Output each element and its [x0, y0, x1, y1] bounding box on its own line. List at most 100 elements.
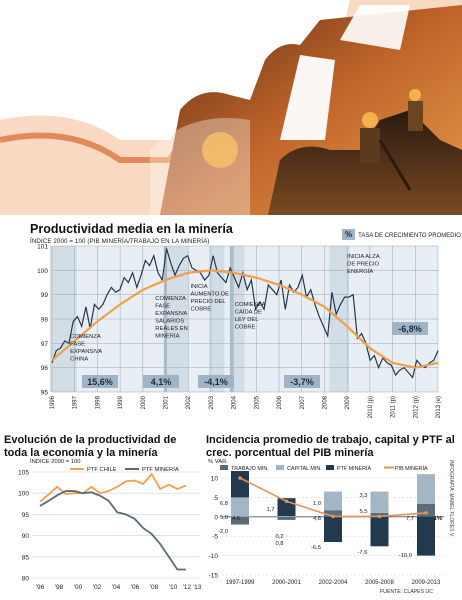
annotation-text: FASE	[155, 304, 170, 310]
bar-value-label: 0,8	[275, 541, 283, 547]
annotation-text: EXPANSIVA	[155, 311, 187, 317]
pib-mineria-point	[284, 499, 289, 504]
y-tick-label: -15	[209, 573, 219, 580]
x-tick-label: 2003	[209, 395, 215, 409]
growth-badge	[82, 375, 118, 388]
growth-rate-label: -3,7%	[290, 377, 314, 387]
y-tick-label: 95	[41, 390, 49, 397]
annotation-text: COBRE	[191, 307, 212, 313]
x-tick-label: 2005	[254, 395, 260, 409]
growth-rate-label: 15,6%	[87, 377, 113, 387]
x-tick-label: 2009	[345, 395, 351, 409]
y-tick-label: 100	[18, 491, 29, 498]
annotation-text: DE PRECIO	[347, 262, 379, 268]
annotation-text: COMIENZA	[235, 302, 266, 308]
left-chart-subtitle: ÍNDICE 2000 = 100	[30, 459, 81, 465]
annotation-text: REALES EN	[155, 326, 188, 332]
x-tick-label: '98	[55, 584, 64, 591]
x-tick-label: 2007	[300, 395, 306, 409]
bar-value-label: -7,6	[358, 550, 368, 556]
x-tick-label: 2008	[322, 395, 328, 409]
bar-value-label: -2,0	[218, 529, 228, 535]
growth-badge	[392, 322, 428, 335]
legend-percent-symbol: %	[342, 229, 356, 240]
stacked-bar-segment	[277, 516, 296, 520]
y-tick-label: 95	[22, 512, 30, 519]
stacked-bar-segment	[231, 516, 249, 525]
bar-value-label: 0,2	[275, 534, 283, 540]
stacked-bar-segment	[277, 516, 296, 517]
y-tick-label: 97	[41, 341, 49, 348]
y-tick-label: 98	[41, 317, 49, 324]
stacked-bar-segment	[231, 497, 249, 517]
x-tick-label: '00	[74, 584, 83, 591]
legend-swatch	[326, 465, 334, 470]
x-tick-label: 2002-2004	[319, 580, 348, 586]
y-tick-label: 80	[22, 576, 30, 583]
legend-swatch	[220, 465, 228, 470]
stacked-bar-segment	[370, 516, 389, 547]
annotation-text: PRECIO DEL	[191, 299, 227, 305]
main-productivity-chart: 95 96 97 98 99 100 101 1996 1997 1998 1999 2000 2001…	[37, 244, 442, 419]
annotation-text: MINERÍA	[155, 333, 179, 340]
legend-label: TRABAJO MIN.	[231, 466, 269, 472]
stacked-bar-segment	[324, 510, 342, 517]
annotation-text: COMIENZA	[155, 296, 186, 302]
main-chart-title: Productividad media en la minería	[30, 222, 233, 236]
x-tick-label: 1999	[118, 395, 124, 409]
right-chart-title: Incidencia promedio de trabajo, capital …	[206, 434, 455, 459]
y-tick-label: -10	[209, 553, 219, 560]
stacked-bar-segment	[417, 474, 435, 504]
stacked-bar-segment	[231, 471, 249, 498]
annotation-text: INICIA ALZA	[347, 254, 380, 260]
growth-rate-label: -4,1%	[204, 377, 228, 387]
x-tick-label: 1996	[50, 395, 56, 409]
y-tick-label: 100	[37, 268, 48, 275]
legend-swatch	[276, 465, 284, 470]
trend-line	[51, 269, 439, 369]
x-tick-label: 2011 (p)	[391, 396, 397, 418]
bar-value-label: 7,7	[406, 516, 414, 522]
bar-value-label: 3,3	[359, 493, 367, 499]
bar-value-label: 1,0	[313, 501, 321, 507]
y-tick-label: 0	[214, 514, 218, 521]
stacked-bar-segment	[370, 491, 389, 513]
credit-note: INFOGRAFÍA: MABEL FLORES V.	[448, 460, 454, 538]
left-chart-title: Evolución de la productividad de toda la…	[4, 434, 177, 459]
x-tick-label: '06	[131, 584, 140, 591]
legend-label: PTF CHILE	[87, 467, 117, 473]
y-tick-label: 5	[214, 495, 218, 502]
ptf-mineria-line	[39, 490, 186, 571]
x-tick-label: 2009-2013	[412, 580, 441, 586]
legend-label: PTF MINERÍA	[337, 465, 372, 472]
main-chart-legend: % TASA DE CRECIMIENTO PROMEDIO	[342, 229, 461, 240]
x-tick-label: 2004	[232, 395, 238, 409]
ptf-chile-line	[39, 472, 187, 503]
x-tick-label: 1998	[95, 395, 101, 409]
legend-label: PTF MINERÍA	[142, 466, 179, 473]
x-tick-label: 2000-2001	[272, 580, 301, 586]
growth-badge	[198, 375, 234, 388]
x-tick-label: 1997-1999	[226, 580, 255, 586]
annotation-text: SALARIOS	[155, 319, 184, 325]
x-tick-label: '12 '13	[183, 584, 202, 591]
source-note: FUENTE: CLAPES UC	[380, 589, 434, 595]
x-tick-label: 2000	[141, 395, 147, 409]
y-tick-label: -5	[212, 534, 218, 541]
growth-rate-label: 4,1%	[151, 377, 172, 387]
header-illustration	[0, 0, 462, 215]
annotation-text: AUMENTO DE	[191, 292, 230, 298]
y-tick-label: 90	[22, 533, 30, 540]
x-tick-label: '02	[93, 584, 102, 591]
bar-value-label: 4,6	[232, 516, 240, 522]
annotation-text: FASE	[70, 342, 85, 348]
x-tick-label: 2006	[277, 395, 283, 409]
pib-mineria-point	[424, 511, 428, 515]
annotation-text: CAÍDA DE	[235, 309, 262, 316]
y-tick-label: 99	[41, 292, 49, 299]
growth-badge	[284, 375, 320, 388]
legend-label: CAPITAL MIN.	[287, 466, 322, 472]
x-tick-label: '08	[150, 584, 159, 591]
pib-mineria-point	[377, 514, 382, 519]
growth-badge	[143, 375, 179, 388]
